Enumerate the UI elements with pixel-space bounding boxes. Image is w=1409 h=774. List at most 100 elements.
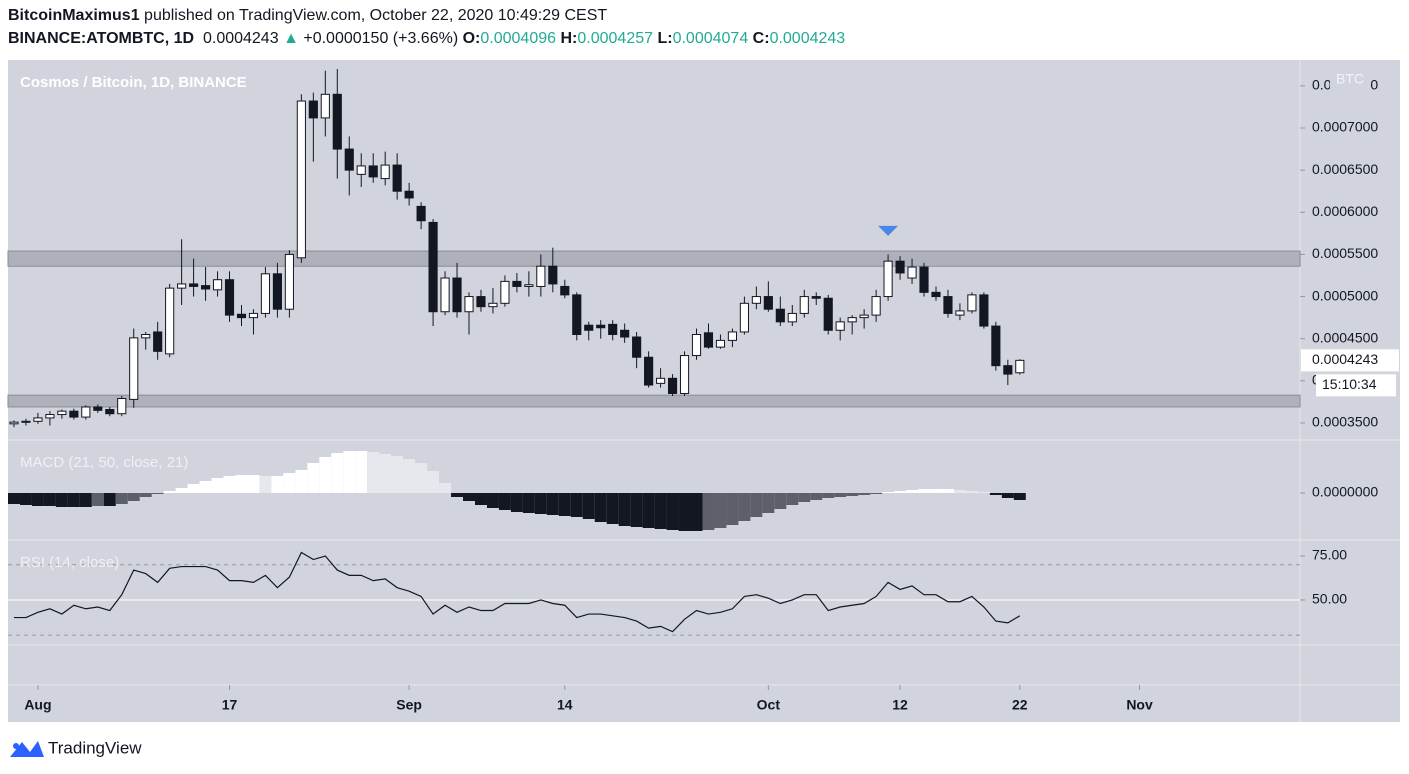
- candle-body: [105, 408, 115, 415]
- histogram-bar: [163, 491, 176, 493]
- candle-body: [548, 265, 558, 285]
- x-tick-label: 22: [1012, 697, 1028, 713]
- candle-body: [859, 314, 869, 319]
- histogram-bar: [822, 493, 835, 498]
- candle-body: [608, 323, 618, 335]
- candle-body: [524, 284, 534, 287]
- candle-body: [919, 266, 929, 293]
- candle-body: [871, 296, 881, 316]
- histogram-bar: [762, 493, 775, 513]
- chart-background: [8, 60, 1400, 722]
- histogram-bar: [870, 493, 883, 494]
- y-tick-label: 50.00: [1312, 591, 1347, 607]
- histogram-bar: [953, 490, 966, 493]
- histogram-bar: [594, 493, 607, 522]
- panel-title: RSI (14, close): [20, 554, 119, 571]
- histogram-bar: [810, 493, 823, 500]
- candle-body: [452, 277, 462, 313]
- candle-body: [177, 283, 187, 289]
- candle-body: [45, 414, 55, 419]
- y-tick-label: 0.0005500: [1312, 245, 1378, 261]
- histogram-bar: [187, 484, 200, 493]
- x-tick-label: 12: [892, 697, 908, 713]
- histogram-bar: [894, 491, 907, 493]
- unit-label: BTC: [1336, 71, 1364, 87]
- candle-body: [943, 296, 953, 314]
- candle-body: [763, 296, 773, 310]
- candle-body: [165, 287, 175, 355]
- histogram-bar: [139, 493, 152, 497]
- histogram-bar: [127, 493, 140, 501]
- histogram-bar: [606, 493, 619, 524]
- candle-body: [691, 333, 702, 357]
- candle-body: [1003, 365, 1013, 375]
- up-arrow: ▲: [283, 30, 299, 47]
- zone: [7, 394, 1301, 408]
- candle-body: [416, 205, 426, 222]
- candle-body: [380, 164, 390, 180]
- histogram-bar: [534, 493, 547, 514]
- h-value: 0.0004257: [577, 30, 654, 47]
- candle-body: [392, 164, 402, 192]
- last-price-box: [1301, 349, 1399, 372]
- candle-body: [81, 406, 91, 418]
- histogram-bar: [67, 493, 80, 507]
- histogram-bar: [451, 493, 464, 497]
- candle-body: [823, 297, 833, 331]
- candle-body: [620, 329, 630, 338]
- histogram-bar: [834, 493, 847, 497]
- histogram-bar: [666, 493, 679, 530]
- histogram-bar: [415, 463, 428, 493]
- panel-title: Cosmos / Bitcoin, 1D, BINANCE: [20, 74, 247, 91]
- candle-body: [212, 279, 223, 291]
- candle-body: [356, 165, 366, 175]
- zone: [7, 250, 1301, 267]
- y-tick-label: 0.0006500: [1312, 161, 1378, 177]
- candle-body: [991, 325, 1001, 367]
- candle-body: [596, 324, 606, 329]
- logo-shape: [10, 741, 44, 757]
- histogram-bar: [8, 493, 20, 504]
- histogram-bar: [546, 493, 559, 515]
- candle-body: [883, 260, 893, 298]
- candle-body: [488, 302, 498, 308]
- candle-body: [69, 410, 79, 418]
- candle-body: [500, 280, 510, 304]
- histogram-bar: [498, 493, 511, 510]
- candle-body: [727, 331, 738, 341]
- histogram-bar: [283, 473, 296, 493]
- histogram-bar: [582, 493, 595, 519]
- histogram-bar: [510, 493, 523, 512]
- candle-body: [93, 406, 103, 411]
- histogram-bar: [439, 483, 452, 493]
- y-tick-label: 0.0007000: [1312, 119, 1378, 135]
- candle-body: [847, 317, 857, 323]
- published: published on TradingView.com, October 22…: [144, 7, 608, 24]
- histogram-bar: [678, 493, 691, 531]
- candle-body: [153, 331, 163, 352]
- y-tick-label: 0.0006000: [1312, 203, 1378, 219]
- histogram-bar: [271, 476, 284, 493]
- histogram-bar: [319, 457, 332, 493]
- countdown: 15:10:34: [1322, 376, 1377, 392]
- histogram-bar: [726, 493, 739, 525]
- histogram-bar: [738, 493, 751, 521]
- histogram-bar: [79, 493, 92, 507]
- candle-body: [117, 398, 127, 415]
- countdown-box: [1316, 374, 1396, 397]
- signal-marker: [878, 225, 899, 236]
- candle-body: [189, 283, 199, 287]
- candle-body: [236, 313, 247, 319]
- author: BitcoinMaximus1: [8, 7, 140, 24]
- histogram-bar: [474, 493, 487, 505]
- candle-body: [464, 296, 474, 313]
- candle-body: [9, 421, 19, 425]
- candle-body: [33, 417, 43, 422]
- histogram-bar: [367, 452, 380, 493]
- candle-body: [931, 291, 941, 298]
- histogram-bar: [570, 493, 583, 517]
- header-line-2: BINANCE:ATOMBTC, 1D 0.0004243 ▲ +0.00001…: [8, 30, 845, 48]
- candle-body: [739, 302, 749, 333]
- rsi-line: [13, 551, 1021, 633]
